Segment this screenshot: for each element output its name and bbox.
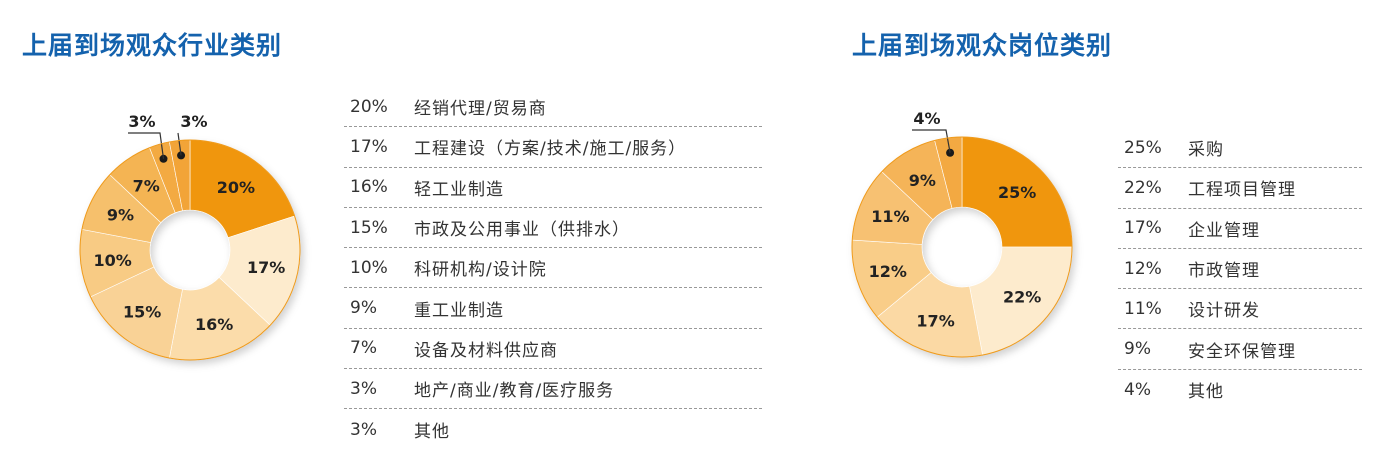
position-legend: 25% 采购 22% 工程项目管理 17% 企业管理 12% 市政管理 11% 设计研发 9% 安全环… <box>1118 128 1362 410</box>
legend-label: 设备及材料供应商 <box>414 340 558 361</box>
slice-label: 22% <box>1003 288 1041 307</box>
slice-label: 25% <box>998 183 1036 202</box>
legend-label: 其他 <box>414 422 450 443</box>
legend-label: 设计研发 <box>1188 301 1260 322</box>
slice-label: 15% <box>123 303 161 322</box>
slice-label: 3% <box>128 112 155 131</box>
legend-percent: 7% <box>350 338 377 359</box>
legend-label: 采购 <box>1188 140 1224 161</box>
slice-label: 10% <box>93 251 131 270</box>
slice-label: 20% <box>217 178 255 197</box>
legend-percent: 17% <box>1124 218 1162 239</box>
slice-label: 9% <box>909 171 936 190</box>
legend-row: 20% 经销代理/贸易商 <box>344 87 762 128</box>
legend-row: 7% 设备及材料供应商 <box>344 329 762 370</box>
legend-percent: 15% <box>350 217 388 238</box>
legend-row: 10% 科研机构/设计院 <box>344 248 762 289</box>
legend-row: 17% 工程建设（方案/技术/施工/服务） <box>344 127 762 168</box>
legend-label: 企业管理 <box>1188 220 1260 241</box>
legend-label: 地产/商业/教育/医疗服务 <box>414 381 615 402</box>
slice-label: 12% <box>869 262 907 281</box>
industry-chart-title: 上届到场观众行业类别 <box>22 31 283 60</box>
legend-percent: 10% <box>350 257 388 278</box>
legend-row: 3% 地产/商业/教育/医疗服务 <box>344 369 762 410</box>
legend-row: 15% 市政及公用事业（供排水） <box>344 208 762 249</box>
legend-row: 11% 设计研发 <box>1118 289 1362 330</box>
legend-percent: 22% <box>1124 177 1162 198</box>
legend-row: 3% 其他 <box>344 409 762 449</box>
legend-label: 经销代理/贸易商 <box>414 99 547 120</box>
legend-percent: 25% <box>1124 137 1162 158</box>
legend-label: 工程项目管理 <box>1188 180 1296 201</box>
legend-label: 重工业制造 <box>414 300 504 321</box>
legend-percent: 16% <box>350 177 388 198</box>
slice-label: 11% <box>871 207 909 226</box>
slice-label: 16% <box>195 315 233 334</box>
slice-label: 17% <box>247 258 285 277</box>
legend-percent: 9% <box>350 298 377 319</box>
legend-row: 9% 重工业制造 <box>344 288 762 329</box>
legend-percent: 3% <box>350 378 377 399</box>
donut-1 <box>851 136 1073 358</box>
legend-percent: 12% <box>1124 258 1162 279</box>
callout-line <box>177 132 182 156</box>
callout-line <box>912 129 951 153</box>
legend-label: 安全环保管理 <box>1188 341 1296 362</box>
legend-row: 4% 其他 <box>1118 370 1362 410</box>
donut-outline <box>79 139 301 361</box>
callout-line <box>128 132 165 159</box>
legend-row: 16% 轻工业制造 <box>344 168 762 208</box>
slice-label: 4% <box>913 109 940 128</box>
legend-label: 工程建设（方案/技术/施工/服务） <box>414 139 687 160</box>
legend-percent: 17% <box>350 136 388 157</box>
legend-percent: 4% <box>1124 379 1151 400</box>
legend-label: 市政及公用事业（供排水） <box>414 220 630 241</box>
legend-percent: 9% <box>1124 339 1151 360</box>
legend-row: 25% 采购 <box>1118 128 1362 169</box>
legend-label: 科研机构/设计院 <box>414 260 547 281</box>
legend-label: 其他 <box>1188 382 1224 403</box>
legend-row: 17% 企业管理 <box>1118 209 1362 249</box>
legend-percent: 11% <box>1124 298 1162 319</box>
position-chart-title: 上届到场观众岗位类别 <box>852 31 1113 60</box>
legend-label: 轻工业制造 <box>414 179 504 200</box>
legend-percent: 20% <box>350 96 388 117</box>
legend-row: 9% 安全环保管理 <box>1118 329 1362 370</box>
donut-outline <box>851 136 1073 358</box>
legend-percent: 3% <box>350 419 377 440</box>
legend-row: 22% 工程项目管理 <box>1118 168 1362 209</box>
industry-legend: 20% 经销代理/贸易商 17% 工程建设（方案/技术/施工/服务） 16% 轻工业制造 1… <box>344 87 762 450</box>
legend-row: 12% 市政管理 <box>1118 249 1362 290</box>
legend-label: 市政管理 <box>1188 261 1260 282</box>
slice-label: 7% <box>133 176 160 195</box>
slice-label: 3% <box>180 112 207 131</box>
slice-label: 17% <box>916 311 954 330</box>
slice-label: 9% <box>107 206 134 225</box>
